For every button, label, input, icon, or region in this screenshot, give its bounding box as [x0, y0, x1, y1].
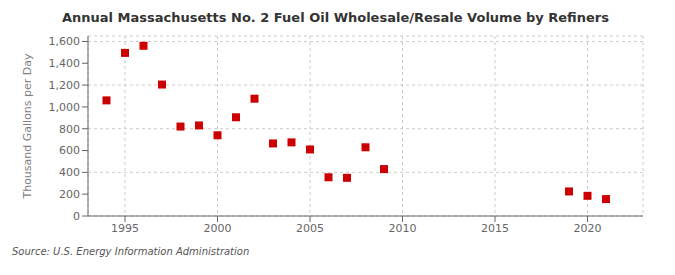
svg-text:200: 200 — [59, 188, 80, 201]
svg-text:1995: 1995 — [111, 222, 139, 235]
svg-text:600: 600 — [59, 144, 80, 157]
svg-text:Thousand Gallons per Day: Thousand Gallons per Day — [21, 53, 34, 200]
svg-text:0: 0 — [73, 210, 80, 223]
svg-text:1,200: 1,200 — [49, 79, 81, 92]
svg-text:1,000: 1,000 — [49, 101, 81, 114]
svg-text:2015: 2015 — [481, 222, 509, 235]
svg-text:2010: 2010 — [389, 222, 417, 235]
svg-text:2000: 2000 — [204, 222, 232, 235]
svg-text:1,400: 1,400 — [49, 57, 81, 70]
svg-text:2005: 2005 — [296, 222, 324, 235]
svg-text:400: 400 — [59, 166, 80, 179]
svg-text:2020: 2020 — [574, 222, 602, 235]
html-text:Annual Massachusetts No. 2 Fue: Annual Massachusetts No. 2 Fuel Oil Whol… — [62, 10, 609, 25]
svg-text:1,600: 1,600 — [49, 35, 81, 48]
svg-text:800: 800 — [59, 123, 80, 136]
html-text:Source: U.S. Energy Informatio: Source: U.S. Energy Information Administ… — [12, 246, 250, 257]
